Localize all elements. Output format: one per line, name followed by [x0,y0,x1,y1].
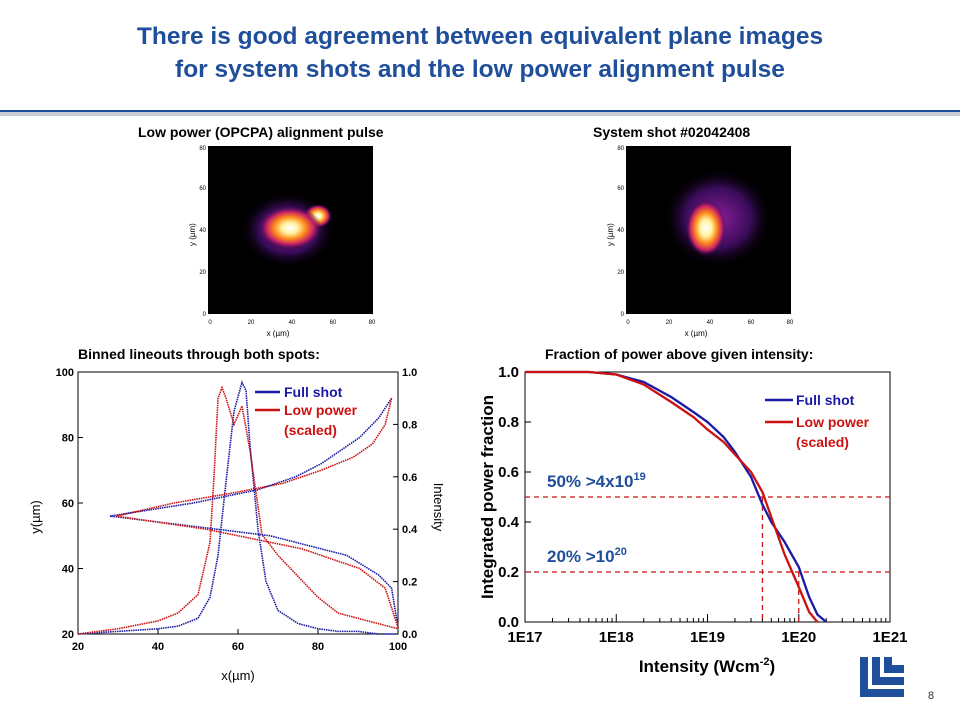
x-tick-label: 40 [152,641,164,653]
y-tick-label: 1.0 [498,364,519,381]
x-axis-label: x(µm) [221,668,254,683]
y-tick: 20 [617,270,624,276]
y-tick-label: 100 [56,367,74,379]
x-axis-label: x (µm) [267,329,290,338]
y-ticks: 0 20 40 60 80 [199,146,206,318]
y-tick-label: 40 [62,564,74,576]
low-power-spot-image: y (µm) x (µm) 0 20 40 60 80 0 20 40 60 8… [188,146,376,338]
x-tick-label: 1E19 [690,629,725,646]
y-axis-label: y (µm) [606,223,615,246]
series-line-3 [116,398,399,628]
x-tick: 80 [369,320,376,326]
y-tick-label: 0.0 [498,614,519,631]
legend-label-scaled: (scaled) [284,422,337,438]
x-tick: 0 [208,320,212,326]
series-line-1 [77,385,399,635]
y-tick-label: 20 [62,629,74,641]
page-number: 8 [928,690,935,702]
y-tick: 80 [199,146,206,152]
legend-label-low: Low power [284,402,358,418]
llnl-logo [860,657,904,697]
system-shot-spot-image: y (µm) x (µm) 0 20 40 60 80 0 20 40 60 8… [606,146,794,338]
y-tick-label: 60 [62,498,74,510]
y-axis-label: y(µm) [28,500,43,533]
lineout-chart-title: Binned lineouts through both spots: [78,346,320,362]
x-tick: 20 [248,320,255,326]
slide-title: There is good agreement between equivale… [0,20,960,86]
y2-tick-label: 0.2 [402,577,417,589]
x-ticks: 0 20 40 60 80 [208,320,376,326]
x-tick: 60 [330,320,337,326]
y2-tick-label: 1.0 [402,367,417,379]
x-ticks: 0 20 40 60 80 [626,320,794,326]
x-tick: 40 [289,320,296,326]
x-tick: 60 [748,320,755,326]
y-tick: 40 [617,228,624,234]
x-tick: 0 [626,320,630,326]
left-image-caption: Low power (OPCPA) alignment pulse [138,124,384,140]
legend-label-full: Full shot [284,384,343,400]
y-tick-label: 0.6 [498,464,519,481]
y-tick-label: 0.4 [498,514,520,531]
y-axis-label: Integrated power fraction [478,395,497,599]
y-tick-label: 0.8 [498,414,519,431]
x-tick-label: 80 [312,641,324,653]
title-rule [0,110,960,112]
y-tick: 60 [617,186,624,192]
fraction-chart-title: Fraction of power above given intensity: [545,346,814,362]
x-tick-label: 60 [232,641,244,653]
annotation-label-1: 20% >1020 [547,546,627,566]
y2-tick-label: 0.6 [402,472,417,484]
y2-tick-label: 0.0 [402,629,417,641]
series-line-1 [525,370,819,623]
y-tick-label: 80 [62,433,74,445]
lineout-chart: 20 40 60 80 100204060801000.00.20.40.60.81.0… [28,367,446,683]
x-tick: 20 [666,320,673,326]
y-tick: 0 [203,312,207,318]
series-line-0 [525,370,827,623]
y-tick: 60 [199,186,206,192]
legend-label-low: Low power [796,414,870,430]
y-tick: 40 [199,228,206,234]
right-image-caption: System shot #02042408 [593,124,751,140]
y-ticks: 0 20 40 60 80 [617,146,624,318]
x-axis-label: x (µm) [685,329,708,338]
legend: Full shot Low power (scaled) [255,384,358,438]
y2-tick-label: 0.8 [402,419,417,431]
series-line-2 [109,397,399,628]
x-tick: 40 [707,320,714,326]
slide-title-line1: There is good agreement between equivale… [136,23,824,50]
x-axis-label: Intensity (Wcm-2) [639,656,775,676]
x-tick: 80 [787,320,794,326]
annotation-label-0: 50% >4x1019 [547,471,646,491]
legend-label-scaled: (scaled) [796,434,849,450]
y-tick: 20 [199,270,206,276]
slide-title-line2: for system shots and the low power align… [175,56,785,83]
y2-axis-label: Intensity [431,483,446,532]
x-tick-label: 1E18 [599,629,634,646]
x-tick-label: 1E20 [781,629,816,646]
fraction-chart: 1E17 1E18 1E19 1E20 1E21 0.0 0.2 0.4 0.6 0.8 1.0 5… [478,364,908,676]
x-tick-label: 100 [389,641,407,653]
y2-tick-label: 0.4 [402,524,418,536]
x-tick-label: 1E17 [507,629,542,646]
series-line-0 [77,380,398,635]
y-axis-label: y (µm) [188,223,197,246]
title-rule-shadow [0,112,960,116]
y-tick: 80 [617,146,624,152]
x-tick-label: 1E21 [872,629,907,646]
y-tick: 0 [621,312,625,318]
y-tick-label: 0.2 [498,564,519,581]
legend-label-full: Full shot [796,392,855,408]
x-tick-label: 20 [72,641,84,653]
legend: Full shot Low power (scaled) [765,392,870,450]
